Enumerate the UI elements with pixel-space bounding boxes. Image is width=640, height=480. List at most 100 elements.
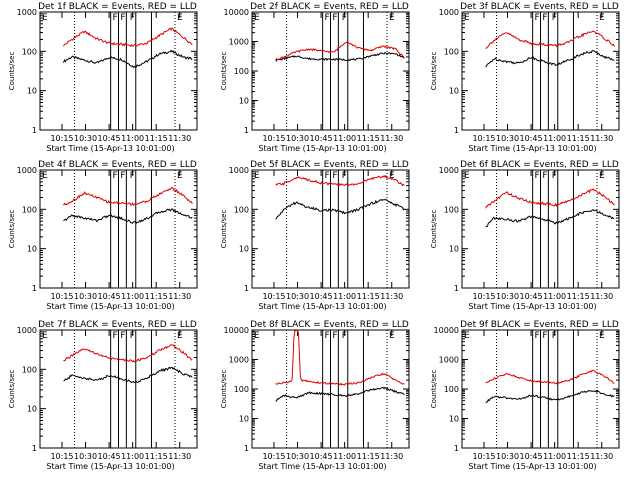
x-tick-label: 10:30 xyxy=(286,292,309,301)
lld-series-line xyxy=(63,344,193,363)
x-tick-label: 10:15 xyxy=(472,134,495,143)
y-tick-label: 100 xyxy=(234,67,249,76)
x-tick-label: 10:30 xyxy=(496,134,519,143)
x-axis-label: Start Time (15-Apr-13 10:01:00) xyxy=(46,302,174,311)
x-axis-label: Start Time (15-Apr-13 10:01:00) xyxy=(46,462,174,471)
panel-det-9: Det 9f BLACK = Events, RED = LLD 1 10 100 10… xyxy=(430,320,620,471)
lld-series-line xyxy=(485,30,615,49)
panel-det-2: Det 2f BLACK = Events, RED = LLD 1 10 100 10… xyxy=(220,2,410,153)
flag-letter-f: F xyxy=(552,171,557,181)
x-tick-label: 11:15 xyxy=(567,134,590,143)
events-series-line xyxy=(485,389,615,403)
x-axis-label: Start Time (15-Apr-13 10:01:00) xyxy=(468,302,596,311)
events-series-line xyxy=(63,366,193,384)
x-tick-label: 10:45 xyxy=(310,292,333,301)
flag-letter-e: E xyxy=(177,331,183,341)
flag-letter-f: F xyxy=(332,13,337,23)
flag-letter-f: F xyxy=(542,171,547,181)
events-series-line xyxy=(485,209,615,228)
y-tick-label: 1 xyxy=(244,444,249,453)
y-tick-label: 1 xyxy=(454,126,459,135)
events-series-line xyxy=(275,199,405,220)
x-tick-label: 10:45 xyxy=(520,452,543,461)
y-tick-label: 1000 xyxy=(17,8,37,17)
y-tick-label: 10 xyxy=(449,87,459,96)
panel-det-5: Det 5f BLACK = Events, RED = LLD 1 10 100 10… xyxy=(220,160,410,311)
flag-letter-e: E xyxy=(254,331,260,341)
x-tick-label: 10:30 xyxy=(74,134,97,143)
x-tick-label: 11:15 xyxy=(145,134,168,143)
x-tick-label: 10:45 xyxy=(310,134,333,143)
x-tick-label: 10:15 xyxy=(472,292,495,301)
x-tick-label: 11:30 xyxy=(168,134,191,143)
x-tick-label: 10:30 xyxy=(286,452,309,461)
y-axis-label: Counts/sec xyxy=(220,210,228,249)
x-tick-label: 11:15 xyxy=(145,292,168,301)
flag-letter-e: E xyxy=(464,331,470,341)
x-tick-label: 11:30 xyxy=(380,292,403,301)
flag-letter-f: F xyxy=(342,171,347,181)
x-tick-label: 11:30 xyxy=(590,292,613,301)
y-tick-label: 1 xyxy=(244,284,249,293)
x-tick-label: 11:30 xyxy=(590,452,613,461)
panel-det-1: Det 1f BLACK = Events, RED = LLD 1 10 100 10… xyxy=(8,2,198,153)
flag-letter-e: E xyxy=(389,331,395,341)
x-tick-label: 10:30 xyxy=(496,292,519,301)
flag-letter-e: E xyxy=(42,13,48,23)
y-axis-label: Counts/sec xyxy=(430,52,438,91)
x-tick-label: 11:30 xyxy=(380,452,403,461)
panel-title: Det 5f BLACK = Events, RED = LLD xyxy=(250,160,409,170)
flag-letter-e: E xyxy=(464,13,470,23)
y-tick-label: 10 xyxy=(27,87,37,96)
x-tick-label: 10:45 xyxy=(98,292,121,301)
x-tick-label: 11:00 xyxy=(543,292,566,301)
x-tick-label: 11:00 xyxy=(121,292,144,301)
y-tick-label: 100 xyxy=(22,205,37,214)
x-tick-label: 10:30 xyxy=(286,134,309,143)
panel-det-8: Det 8f BLACK = Events, RED = LLD 1 10 100 10… xyxy=(220,320,410,471)
y-axis-label: Counts/sec xyxy=(430,370,438,409)
flag-letter-f: F xyxy=(342,13,347,23)
events-series-line xyxy=(63,49,193,69)
panel-title: Det 6f BLACK = Events, RED = LLD xyxy=(460,160,619,170)
panel-det-7: Det 7f BLACK = Events, RED = LLD 1 10 100 10… xyxy=(8,320,198,471)
y-tick-label: 100 xyxy=(22,47,37,56)
x-tick-label: 10:15 xyxy=(472,452,495,461)
flag-letter-e: E xyxy=(599,13,605,23)
y-axis-label: Counts/sec xyxy=(8,210,16,249)
x-tick-label: 11:00 xyxy=(121,134,144,143)
flag-letter-e: E xyxy=(389,171,395,181)
flag-letter-e: E xyxy=(599,171,605,181)
x-axis-label: Start Time (15-Apr-13 10:01:00) xyxy=(258,302,386,311)
flag-letter-e: E xyxy=(42,171,48,181)
x-axis-label: Start Time (15-Apr-13 10:01:00) xyxy=(46,144,174,153)
y-tick-label: 10000 xyxy=(224,326,249,335)
x-tick-label: 11:00 xyxy=(121,452,144,461)
y-tick-label: 10 xyxy=(27,405,37,414)
panel-title: Det 9f BLACK = Events, RED = LLD xyxy=(460,320,619,330)
x-tick-label: 10:15 xyxy=(50,292,73,301)
flag-letter-e: E xyxy=(42,331,48,341)
y-tick-label: 1000 xyxy=(439,356,459,365)
lld-series-line xyxy=(63,27,193,48)
y-tick-label: 1000 xyxy=(229,166,249,175)
lld-series-line xyxy=(63,186,193,206)
y-tick-label: 1000 xyxy=(439,8,459,17)
lld-series-line xyxy=(275,329,405,386)
flag-letter-f: F xyxy=(120,13,125,23)
flag-letter-f: F xyxy=(535,13,540,23)
flag-letter-f: F xyxy=(113,171,118,181)
panel-title: Det 8f BLACK = Events, RED = LLD xyxy=(250,320,409,330)
x-tick-label: 10:30 xyxy=(496,452,519,461)
x-tick-label: 11:00 xyxy=(333,292,356,301)
x-axis-label: Start Time (15-Apr-13 10:01:00) xyxy=(468,144,596,153)
y-tick-label: 100 xyxy=(444,385,459,394)
y-tick-label: 10 xyxy=(239,245,249,254)
x-tick-label: 11:15 xyxy=(145,452,168,461)
y-tick-label: 10000 xyxy=(224,8,249,17)
flag-letter-e: E xyxy=(254,171,260,181)
panel-title: Det 2f BLACK = Events, RED = LLD xyxy=(250,2,409,12)
x-tick-label: 11:00 xyxy=(333,134,356,143)
x-tick-label: 10:15 xyxy=(50,452,73,461)
flag-letter-f: F xyxy=(325,331,330,341)
